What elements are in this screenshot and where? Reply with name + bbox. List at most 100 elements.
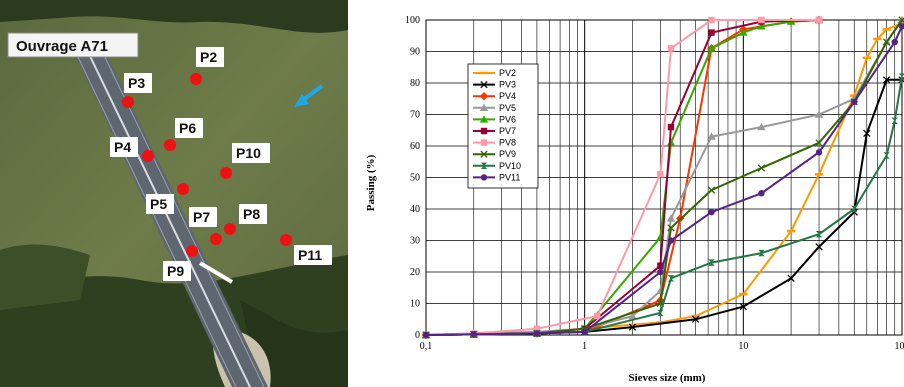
y-tick-label: 10	[410, 299, 420, 310]
data-point	[470, 331, 477, 338]
measurement-points: P2 P3 P4 P5 P6 P7 P8 P9 P10 P11	[110, 47, 332, 281]
data-point	[691, 315, 700, 323]
aerial-photo: Ouvrage A71 P2 P3 P4 P5 P6 P7 P8 P9 P10 …	[0, 0, 348, 387]
data-point	[891, 38, 898, 46]
y-tick-label: 80	[410, 78, 420, 89]
data-point	[707, 186, 716, 194]
photo-title: Ouvrage A71	[16, 38, 108, 55]
point-label-p3: P3	[128, 75, 145, 91]
legend-item: PV9	[473, 149, 516, 159]
point-label-p7: P7	[193, 209, 210, 225]
data-point	[628, 323, 637, 331]
data-point	[707, 132, 716, 140]
point-label-p8: P8	[243, 206, 260, 222]
y-tick-label: 30	[410, 236, 420, 247]
data-point	[594, 312, 601, 320]
point-label-p5: P5	[150, 196, 167, 212]
y-tick-label: 0	[415, 330, 420, 341]
legend-label: PV7	[499, 126, 516, 136]
data-point	[757, 122, 766, 131]
data-point	[667, 45, 675, 52]
point-p5-dot	[177, 183, 189, 195]
data-point	[815, 149, 823, 156]
legend-item: PV10	[473, 161, 521, 171]
legend-label: PV5	[499, 103, 516, 113]
photo-title-box: Ouvrage A71	[7, 32, 139, 58]
chart-ticks: 0 10 20 30 40 50 60 70 80 90 100 0,1 1 10 100	[405, 15, 904, 352]
data-point	[422, 331, 430, 339]
point-p4-dot	[142, 150, 154, 162]
data-point	[667, 123, 675, 131]
grading-chart: 0 10 20 30 40 50 60 70 80 90 100 0,1 1 10 100 Sieves s…	[365, 15, 904, 384]
legend-item: PV11	[473, 172, 520, 182]
point-label-p2: P2	[200, 49, 217, 65]
data-point	[657, 262, 664, 269]
data-point	[657, 171, 664, 178]
y-axis-label: Passing (%)	[365, 154, 377, 211]
data-point	[533, 330, 541, 337]
y-tick-label: 50	[410, 173, 420, 184]
data-point	[480, 174, 488, 181]
legend-item: PV6	[473, 114, 516, 124]
data-point	[708, 259, 715, 266]
point-label-p6: P6	[179, 120, 196, 136]
data-point	[898, 23, 904, 30]
point-p9-dot	[186, 245, 198, 257]
point-p7-dot	[210, 233, 222, 245]
x-tick-label: 10	[738, 341, 748, 352]
data-point	[581, 328, 588, 336]
y-tick-label: 40	[410, 204, 420, 215]
data-point	[480, 162, 488, 169]
data-point	[815, 139, 823, 147]
legend-item: PV2	[473, 68, 516, 78]
point-p6-dot	[164, 139, 176, 151]
data-point	[758, 16, 765, 24]
point-label-p11: P11	[298, 247, 322, 263]
data-point	[758, 190, 765, 197]
data-point	[708, 29, 715, 36]
data-point	[787, 274, 795, 282]
y-tick-label: 100	[405, 15, 420, 26]
data-point	[863, 129, 871, 138]
point-label-p4: P4	[114, 139, 131, 155]
flow-arrow-icon	[294, 84, 324, 107]
point-p3-dot	[122, 96, 134, 108]
data-point	[533, 325, 541, 332]
y-tick-label: 90	[410, 47, 420, 58]
scale-bar	[198, 261, 234, 284]
y-tick-label: 70	[410, 110, 420, 121]
x-tick-label: 100	[895, 341, 904, 352]
data-point	[882, 76, 891, 84]
data-point	[708, 16, 715, 24]
data-point	[757, 22, 766, 30]
legend-label: PV3	[499, 80, 516, 90]
data-point	[883, 152, 890, 159]
x-tick-label: 1	[582, 341, 587, 352]
point-p10-dot	[220, 167, 232, 179]
x-axis-label: Sieves size (mm)	[629, 372, 706, 384]
series-line	[425, 25, 903, 336]
legend-item: PV3	[473, 80, 516, 90]
data-point	[479, 103, 489, 111]
x-tick-label: 0,1	[420, 341, 433, 352]
data-point	[480, 139, 488, 146]
data-point	[891, 117, 898, 124]
data-point	[707, 44, 716, 52]
data-point	[480, 150, 488, 158]
data-point	[479, 92, 489, 101]
legend-label: PV4	[499, 91, 516, 101]
legend-item: PV5	[473, 103, 516, 113]
legend-item: PV7	[473, 126, 516, 136]
point-p2-dot	[190, 73, 202, 85]
data-point	[480, 80, 488, 89]
legend-label: PV8	[499, 138, 516, 148]
data-point	[657, 268, 664, 276]
legend-label: PV2	[499, 68, 516, 78]
data-point	[628, 311, 637, 320]
y-tick-label: 60	[410, 141, 420, 152]
legend-item: PV8	[473, 138, 516, 148]
data-point	[739, 28, 748, 36]
point-p8-dot	[224, 223, 236, 235]
data-point	[815, 243, 823, 251]
